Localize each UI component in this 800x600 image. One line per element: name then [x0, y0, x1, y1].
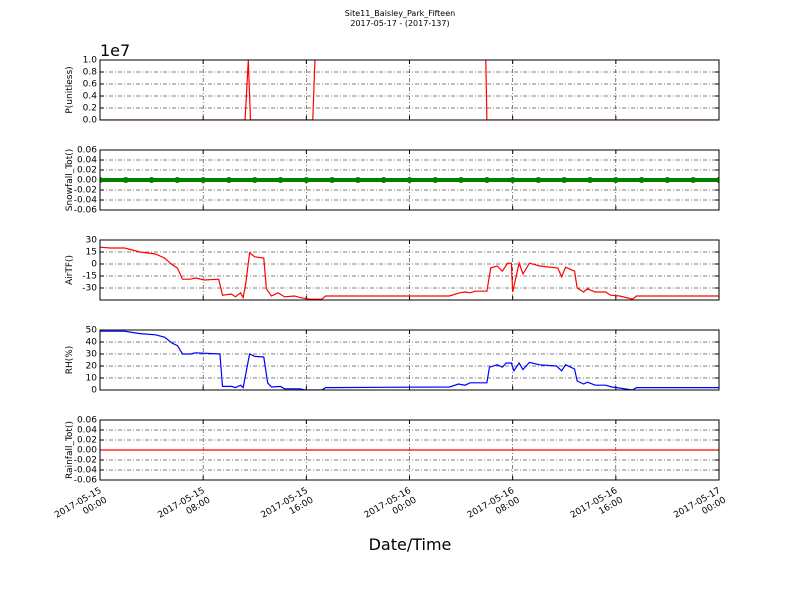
data-line [100, 246, 719, 300]
y-tick-label: 15 [86, 248, 97, 258]
y-tick-label: 40 [86, 338, 98, 348]
data-point [251, 177, 258, 183]
x-tick-label: 2017-05-1516:00 [260, 486, 316, 530]
y-tick-label: -15 [82, 272, 97, 282]
x-tick-label: 2017-05-1508:00 [156, 486, 212, 530]
data-point [225, 177, 232, 183]
figure-subtitle: 2017-05-17 - (2017-137) [350, 19, 449, 28]
data-point [148, 177, 155, 183]
y-tick-label: 0.06 [77, 416, 97, 426]
y-tick-label: 1.0 [83, 56, 98, 66]
data-point [587, 177, 594, 183]
x-tick-label: 2017-05-1608:00 [466, 486, 522, 530]
data-point [174, 177, 181, 183]
y-tick-label: -30 [82, 284, 97, 294]
y-tick-label: 20 [86, 362, 98, 372]
data-point [329, 177, 336, 183]
data-point [458, 177, 465, 183]
y-tick-label: 0.04 [77, 426, 97, 436]
data-point [122, 177, 129, 183]
data-point [200, 177, 207, 183]
y-tick-label: 0.4 [83, 92, 98, 102]
y-tick-label: 0.8 [83, 68, 98, 78]
axes-frame [99, 149, 720, 211]
y-tick-label: 50 [86, 326, 98, 336]
y-axis-label: P(unitless) [65, 66, 75, 113]
y-axis-label: Snowfall_Tot() [65, 149, 75, 212]
data-point [716, 177, 719, 183]
y-tick-label: 10 [86, 374, 98, 384]
y-axis-label: RH(%) [65, 346, 75, 375]
y-tick-label: -0.04 [74, 466, 98, 476]
y-tick-label: 0.04 [77, 156, 97, 166]
figure-title: Site11_Baisley_Park_Fifteen [345, 9, 455, 18]
y-tick-label: 0.2 [83, 104, 97, 114]
y-tick-label: 0.06 [77, 146, 97, 156]
data-point [100, 177, 103, 183]
data-point [406, 177, 413, 183]
offset-label: 1e7 [100, 41, 130, 60]
y-axis-label: AirTF() [65, 255, 75, 285]
data-point [535, 177, 542, 183]
y-tick-label: -0.02 [74, 456, 97, 466]
axes-frame [99, 239, 720, 301]
x-tick-label: 2017-05-1500:00 [53, 486, 109, 530]
data-point [509, 177, 516, 183]
data-point [690, 177, 697, 183]
y-tick-label: 30 [86, 236, 98, 246]
data-point [483, 177, 490, 183]
y-tick-label: 0.02 [77, 166, 97, 176]
data-point [277, 177, 284, 183]
data-point [432, 177, 439, 183]
x-tick-label: 2017-05-1600:00 [363, 486, 419, 530]
axes-frame [99, 59, 720, 121]
y-tick-label: 0 [91, 260, 97, 270]
data-point [380, 177, 387, 183]
data-line [100, 330, 719, 390]
plot-area [100, 177, 719, 183]
data-point [664, 177, 671, 183]
y-axis-label: Rainfall_Tot() [65, 421, 75, 479]
plot-area [100, 330, 719, 390]
y-tick-label: 0 [91, 386, 97, 396]
x-tick-label: 2017-05-1700:00 [672, 486, 728, 530]
axes-frame [99, 329, 720, 391]
x-tick-label: 2017-05-1616:00 [569, 486, 625, 530]
data-point [354, 177, 361, 183]
axes-frame [99, 419, 720, 481]
data-point [638, 177, 645, 183]
x-axis-label: Date/Time [369, 535, 452, 554]
y-tick-label: 0.02 [77, 436, 97, 446]
data-point [612, 177, 619, 183]
data-line [100, 60, 719, 120]
y-tick-label: -0.06 [74, 476, 98, 486]
y-tick-label: 0.0 [83, 116, 98, 126]
y-tick-label: 0.00 [77, 176, 97, 186]
plot-area [100, 246, 719, 300]
y-tick-label: -0.04 [74, 196, 98, 206]
y-tick-label: 0.6 [83, 80, 98, 90]
y-tick-label: -0.06 [74, 206, 98, 216]
data-point [561, 177, 568, 183]
data-point [303, 177, 310, 183]
y-tick-label: -0.02 [74, 186, 97, 196]
y-tick-label: 0.00 [77, 446, 97, 456]
plot-area [100, 60, 719, 120]
y-tick-label: 30 [86, 350, 98, 360]
